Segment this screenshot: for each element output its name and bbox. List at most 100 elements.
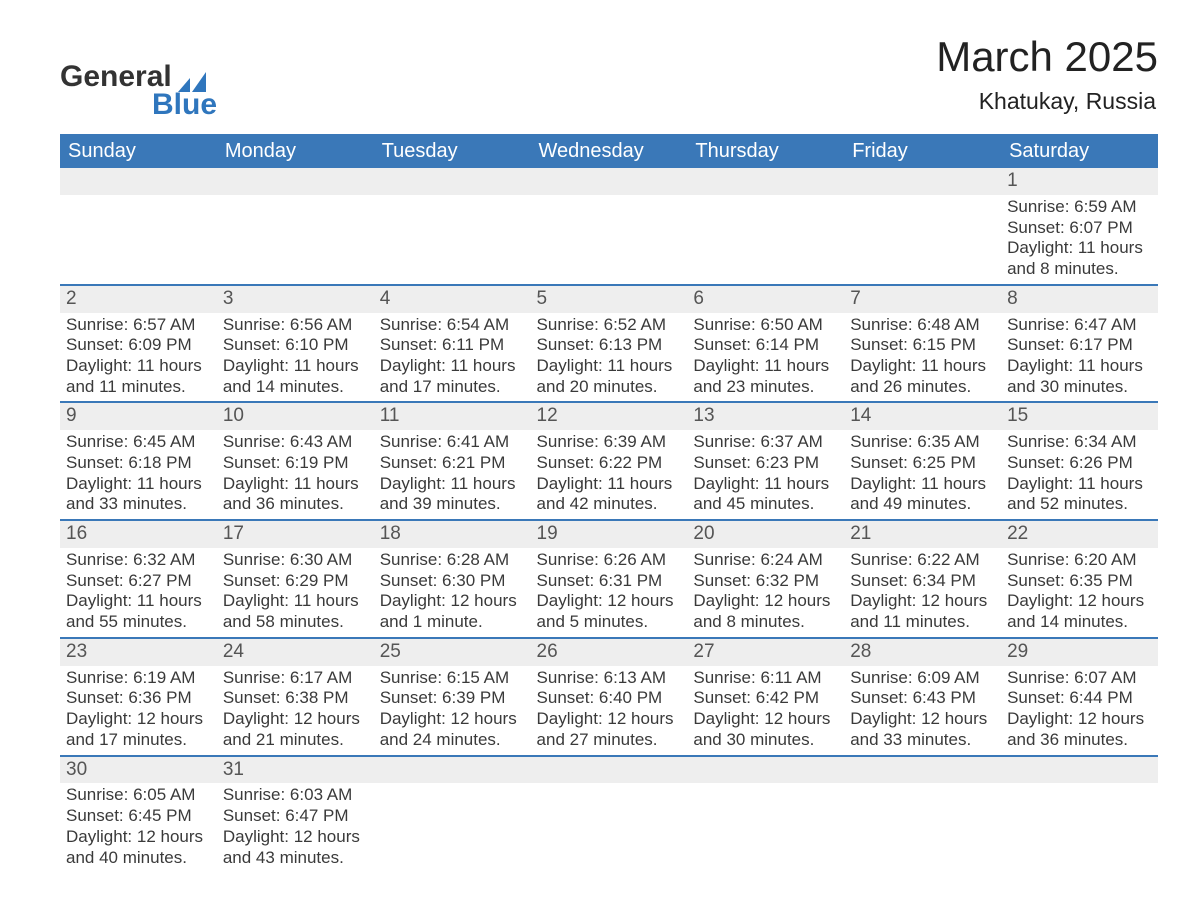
day-number-cell: 6 — [687, 285, 844, 313]
daylight-text: Daylight: 11 hours and 58 minutes. — [223, 591, 368, 632]
day-number: 9 — [66, 405, 77, 426]
date-detail-row: Sunrise: 6:32 AMSunset: 6:27 PMDaylight:… — [60, 548, 1158, 638]
daylight-text: Daylight: 12 hours and 40 minutes. — [66, 827, 211, 868]
brand-word2: Blue — [152, 90, 217, 120]
day-number: 25 — [380, 641, 401, 662]
day-number-cell: 9 — [60, 402, 217, 430]
day-number: 20 — [693, 523, 714, 544]
brand-logo: General Blue — [60, 62, 217, 120]
day-number-cell: 22 — [1001, 520, 1158, 548]
day-number: 21 — [850, 523, 871, 544]
day-number-cell — [687, 168, 844, 195]
daylight-text: Daylight: 12 hours and 30 minutes. — [693, 709, 838, 750]
day-number-cell — [687, 756, 844, 784]
day-detail-cell — [374, 195, 531, 285]
sunrise-text: Sunrise: 6:39 AM — [537, 432, 682, 453]
sunset-text: Sunset: 6:29 PM — [223, 571, 368, 592]
day-number: 17 — [223, 523, 244, 544]
sunset-text: Sunset: 6:39 PM — [380, 688, 525, 709]
day-detail-cell: Sunrise: 6:59 AMSunset: 6:07 PMDaylight:… — [1001, 195, 1158, 285]
day-detail-cell — [1001, 783, 1158, 872]
day-number: 23 — [66, 641, 87, 662]
day-number-cell — [60, 168, 217, 195]
day-detail-cell: Sunrise: 6:37 AMSunset: 6:23 PMDaylight:… — [687, 430, 844, 520]
day-detail-cell: Sunrise: 6:52 AMSunset: 6:13 PMDaylight:… — [531, 313, 688, 403]
page-subtitle: Khatukay, Russia — [936, 88, 1156, 115]
day-number-cell: 31 — [217, 756, 374, 784]
sunrise-text: Sunrise: 6:34 AM — [1007, 432, 1152, 453]
day-detail-cell — [531, 783, 688, 872]
sunset-text: Sunset: 6:44 PM — [1007, 688, 1152, 709]
sunset-text: Sunset: 6:10 PM — [223, 335, 368, 356]
day-number-cell: 2 — [60, 285, 217, 313]
date-detail-row: Sunrise: 6:59 AMSunset: 6:07 PMDaylight:… — [60, 195, 1158, 285]
day-detail-cell: Sunrise: 6:30 AMSunset: 6:29 PMDaylight:… — [217, 548, 374, 638]
daylight-text: Daylight: 11 hours and 14 minutes. — [223, 356, 368, 397]
sunset-text: Sunset: 6:27 PM — [66, 571, 211, 592]
sunset-text: Sunset: 6:38 PM — [223, 688, 368, 709]
day-number-cell: 30 — [60, 756, 217, 784]
sunset-text: Sunset: 6:25 PM — [850, 453, 995, 474]
day-number-cell: 25 — [374, 638, 531, 666]
day-number: 24 — [223, 641, 244, 662]
day-detail-cell: Sunrise: 6:19 AMSunset: 6:36 PMDaylight:… — [60, 666, 217, 756]
sail-icon — [178, 72, 206, 92]
day-number-cell — [531, 756, 688, 784]
day-number-cell: 11 — [374, 402, 531, 430]
date-number-row: 2345678 — [60, 285, 1158, 313]
day-number-cell: 7 — [844, 285, 1001, 313]
sunset-text: Sunset: 6:22 PM — [537, 453, 682, 474]
day-number-cell: 13 — [687, 402, 844, 430]
page-title: March 2025 — [936, 34, 1158, 80]
sunset-text: Sunset: 6:18 PM — [66, 453, 211, 474]
daylight-text: Daylight: 11 hours and 45 minutes. — [693, 474, 838, 515]
daylight-text: Daylight: 11 hours and 52 minutes. — [1007, 474, 1152, 515]
day-number: 7 — [850, 288, 861, 309]
date-detail-row: Sunrise: 6:19 AMSunset: 6:36 PMDaylight:… — [60, 666, 1158, 756]
weekday-header: Tuesday — [374, 134, 531, 168]
day-detail-cell: Sunrise: 6:39 AMSunset: 6:22 PMDaylight:… — [531, 430, 688, 520]
sunrise-text: Sunrise: 6:47 AM — [1007, 315, 1152, 336]
day-number-cell: 26 — [531, 638, 688, 666]
sunrise-text: Sunrise: 6:52 AM — [537, 315, 682, 336]
day-number: 13 — [693, 405, 714, 426]
day-number-cell: 15 — [1001, 402, 1158, 430]
sunset-text: Sunset: 6:30 PM — [380, 571, 525, 592]
day-number-cell — [844, 168, 1001, 195]
day-detail-cell — [844, 195, 1001, 285]
daylight-text: Daylight: 12 hours and 43 minutes. — [223, 827, 368, 868]
day-number: 19 — [537, 523, 558, 544]
day-number-cell: 4 — [374, 285, 531, 313]
day-detail-cell: Sunrise: 6:45 AMSunset: 6:18 PMDaylight:… — [60, 430, 217, 520]
day-detail-cell: Sunrise: 6:47 AMSunset: 6:17 PMDaylight:… — [1001, 313, 1158, 403]
day-number: 27 — [693, 641, 714, 662]
day-number: 16 — [66, 523, 87, 544]
day-detail-cell: Sunrise: 6:07 AMSunset: 6:44 PMDaylight:… — [1001, 666, 1158, 756]
day-number: 29 — [1007, 641, 1028, 662]
sunrise-text: Sunrise: 6:48 AM — [850, 315, 995, 336]
sunrise-text: Sunrise: 6:17 AM — [223, 668, 368, 689]
sunset-text: Sunset: 6:36 PM — [66, 688, 211, 709]
day-number-cell: 27 — [687, 638, 844, 666]
day-detail-cell — [844, 783, 1001, 872]
day-detail-cell: Sunrise: 6:13 AMSunset: 6:40 PMDaylight:… — [531, 666, 688, 756]
sunset-text: Sunset: 6:07 PM — [1007, 218, 1152, 239]
daylight-text: Daylight: 11 hours and 8 minutes. — [1007, 238, 1152, 279]
sunset-text: Sunset: 6:15 PM — [850, 335, 995, 356]
date-number-row: 16171819202122 — [60, 520, 1158, 548]
sunrise-text: Sunrise: 6:09 AM — [850, 668, 995, 689]
daylight-text: Daylight: 11 hours and 55 minutes. — [66, 591, 211, 632]
sunrise-text: Sunrise: 6:56 AM — [223, 315, 368, 336]
sunrise-text: Sunrise: 6:03 AM — [223, 785, 368, 806]
sunset-text: Sunset: 6:40 PM — [537, 688, 682, 709]
day-number-cell: 16 — [60, 520, 217, 548]
day-detail-cell: Sunrise: 6:11 AMSunset: 6:42 PMDaylight:… — [687, 666, 844, 756]
sunrise-text: Sunrise: 6:41 AM — [380, 432, 525, 453]
sunrise-text: Sunrise: 6:05 AM — [66, 785, 211, 806]
sunrise-text: Sunrise: 6:15 AM — [380, 668, 525, 689]
day-detail-cell: Sunrise: 6:32 AMSunset: 6:27 PMDaylight:… — [60, 548, 217, 638]
sunset-text: Sunset: 6:42 PM — [693, 688, 838, 709]
daylight-text: Daylight: 12 hours and 33 minutes. — [850, 709, 995, 750]
day-detail-cell: Sunrise: 6:22 AMSunset: 6:34 PMDaylight:… — [844, 548, 1001, 638]
day-number-cell: 10 — [217, 402, 374, 430]
